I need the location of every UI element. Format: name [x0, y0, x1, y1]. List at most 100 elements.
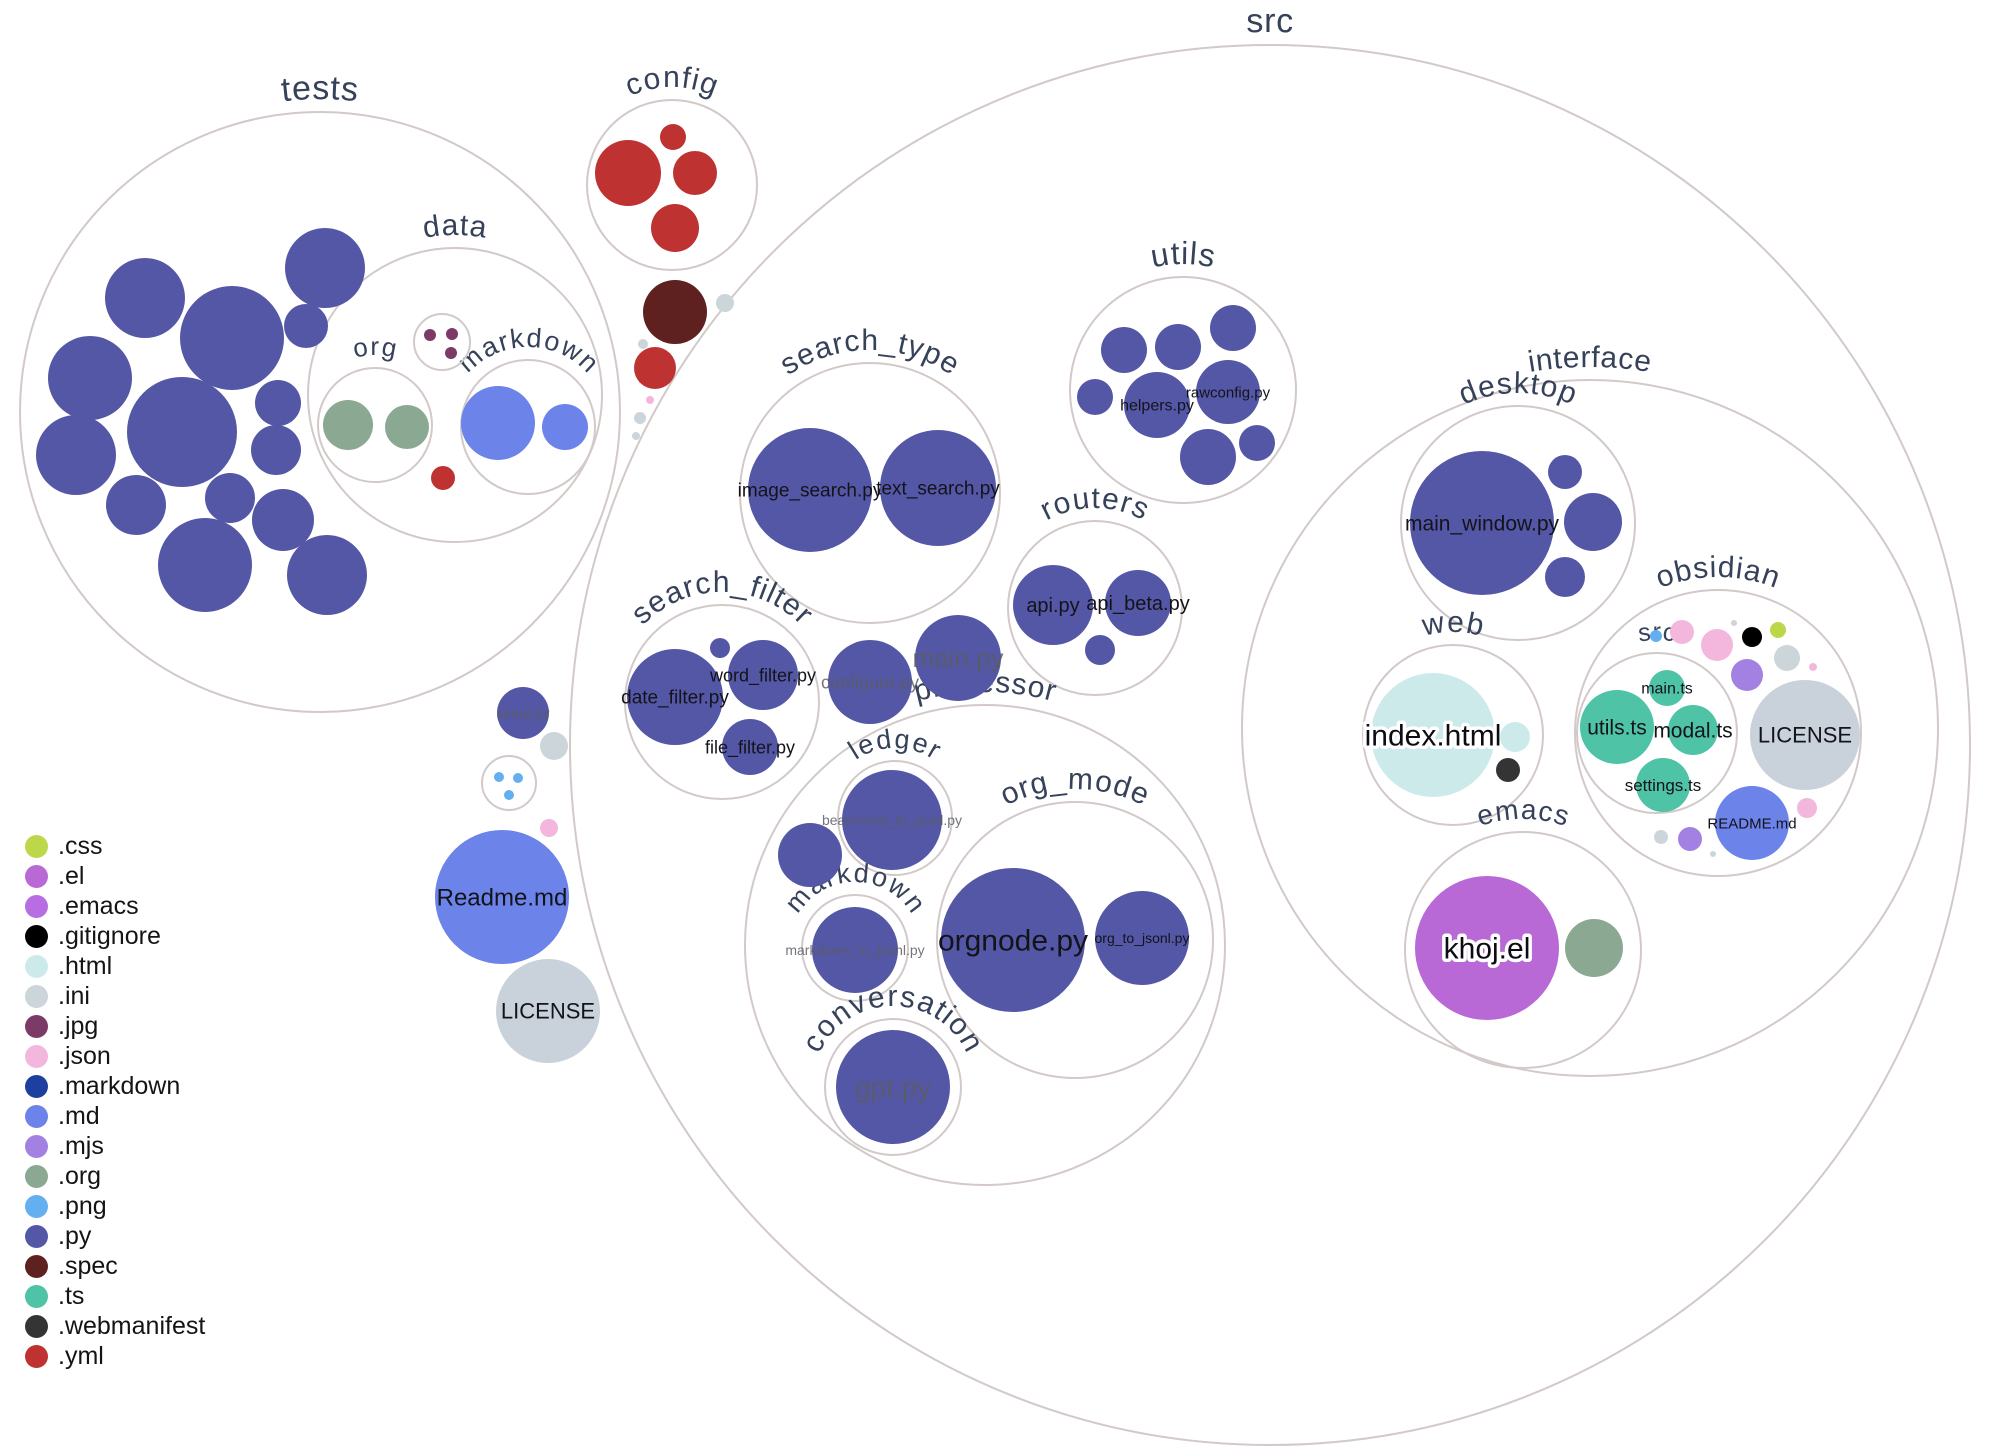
file-py-dot[interactable] [180, 286, 284, 390]
file-png-dot[interactable] [494, 772, 504, 782]
file-png-dot[interactable] [513, 773, 523, 783]
file-org_to_jsonl.py[interactable] [1095, 891, 1189, 985]
file-py-dot[interactable] [251, 425, 301, 475]
file-ini-dot[interactable] [634, 412, 646, 424]
file-py-dot[interactable] [48, 336, 132, 420]
file-date_filter.py[interactable] [627, 649, 723, 745]
file-py-dot[interactable] [106, 475, 166, 535]
file-settings.ts[interactable] [1636, 758, 1690, 812]
file-md-dot[interactable] [542, 404, 588, 450]
folder-circle-search_filter[interactable] [624, 604, 820, 800]
folder-circle-search_type[interactable] [739, 362, 1001, 624]
file-jpg-dot[interactable] [445, 347, 457, 359]
folder-circle-src[interactable] [569, 44, 1971, 1446]
file-json-dot[interactable] [1809, 663, 1817, 671]
file-py-dot[interactable] [285, 228, 365, 308]
file-jpg-dot[interactable] [446, 328, 458, 340]
file-py-dot[interactable] [36, 415, 116, 495]
file-py-dot[interactable] [284, 304, 328, 348]
file-md-dot[interactable] [461, 386, 535, 460]
file-image_search.py[interactable] [748, 428, 872, 552]
file-ini-dot[interactable] [1654, 830, 1668, 844]
file-api.py[interactable] [1013, 565, 1093, 645]
file-py-dot[interactable] [158, 518, 252, 612]
file-orgnode.py[interactable] [941, 868, 1085, 1012]
file-py-dot[interactable] [287, 535, 367, 615]
file-py-dot[interactable] [1180, 429, 1236, 485]
file-LICENSE[interactable] [1750, 680, 1860, 790]
file-khoj.el[interactable] [1415, 876, 1559, 1020]
file-py-dot[interactable] [710, 638, 730, 658]
file-main.py[interactable] [915, 615, 1001, 701]
file-org-dot[interactable] [385, 405, 429, 449]
file-py-dot[interactable] [1085, 635, 1115, 665]
file-py-dot[interactable] [1548, 455, 1582, 489]
file-word_filter.py[interactable] [728, 640, 798, 710]
folder-circle-src[interactable] [1576, 652, 1738, 814]
file-LICENSE[interactable] [496, 959, 600, 1063]
file-helpers.py[interactable] [1124, 372, 1190, 438]
file-py-dot[interactable] [1077, 379, 1113, 415]
file-api_beta.py[interactable] [1105, 570, 1171, 636]
folder-circle-org_mode[interactable] [936, 801, 1214, 1079]
folder-circle-group-4[interactable] [413, 313, 471, 371]
file-json-dot[interactable] [540, 819, 558, 837]
file-org-dot[interactable] [323, 400, 373, 450]
file-Readme.md[interactable] [435, 830, 569, 964]
file-modal.ts[interactable] [1668, 705, 1718, 755]
folder-circle-config[interactable] [586, 99, 758, 271]
file-ini-dot[interactable] [1710, 851, 1716, 857]
file-css-dot[interactable] [1770, 622, 1786, 638]
file-yml-dot[interactable] [431, 466, 455, 490]
file-webmanifest-dot[interactable] [1496, 758, 1520, 782]
file-index.html[interactable] [1371, 673, 1495, 797]
file-main_window.py[interactable] [1410, 451, 1554, 595]
file-py-dot[interactable] [205, 473, 255, 523]
folder-circle-markdown[interactable] [801, 894, 909, 1002]
file-py-dot[interactable] [778, 823, 842, 887]
file-png-dot[interactable] [1650, 630, 1662, 642]
file-py-dot[interactable] [105, 258, 185, 338]
folder-circle-interface[interactable] [1241, 379, 1939, 1077]
file-ini-dot[interactable] [540, 732, 568, 760]
file-json-dot[interactable] [1670, 620, 1694, 644]
file-text_search.py[interactable] [880, 430, 996, 546]
file-ini-dot[interactable] [638, 339, 648, 349]
file-ini-dot[interactable] [1774, 645, 1800, 671]
file-main.ts[interactable] [1649, 670, 1685, 706]
folder-circle-ledger[interactable] [837, 760, 953, 876]
file-beancount_to_jsonl.py[interactable] [842, 770, 942, 870]
file-yml-dot[interactable] [651, 204, 699, 252]
file-gitignore-dot[interactable] [1742, 627, 1762, 647]
folder-circle-tests[interactable] [19, 111, 621, 713]
file-py-dot[interactable] [252, 489, 314, 551]
file-json-dot[interactable] [646, 396, 654, 404]
file-html-dot[interactable] [1500, 722, 1530, 752]
file-json-dot[interactable] [1701, 629, 1733, 661]
file-configure.py[interactable] [828, 640, 912, 724]
file-png-dot[interactable] [504, 790, 514, 800]
file-yml-dot[interactable] [660, 124, 686, 150]
file-mjs-dot[interactable] [1678, 827, 1702, 851]
file-setup.py[interactable] [497, 687, 549, 739]
folder-circle-data[interactable] [307, 247, 603, 543]
file-py-dot[interactable] [1210, 305, 1256, 351]
file-yml-dot[interactable] [595, 140, 661, 206]
file-README.md[interactable] [1715, 786, 1789, 860]
file-org-dot[interactable] [1565, 919, 1623, 977]
file-jpg-dot[interactable] [424, 329, 436, 341]
file-py-dot[interactable] [1545, 557, 1585, 597]
folder-circle-utils[interactable] [1069, 276, 1297, 504]
folder-circle-group-6[interactable] [481, 755, 537, 811]
file-py-dot[interactable] [1155, 324, 1201, 370]
file-ini-dot[interactable] [632, 432, 640, 440]
file-py-dot[interactable] [1564, 493, 1622, 551]
file-gpt.py[interactable] [836, 1030, 950, 1144]
file-file_filter.py[interactable] [722, 719, 778, 775]
folder-circle-emacs[interactable] [1404, 831, 1642, 1069]
folder-circle-processor[interactable] [744, 704, 1226, 1186]
folder-circle-obsidian[interactable] [1574, 589, 1862, 877]
file-markdown_to_jsonl.py[interactable] [812, 907, 898, 993]
folder-circle-desktop[interactable] [1400, 405, 1636, 641]
file-yml-dot[interactable] [673, 151, 717, 195]
